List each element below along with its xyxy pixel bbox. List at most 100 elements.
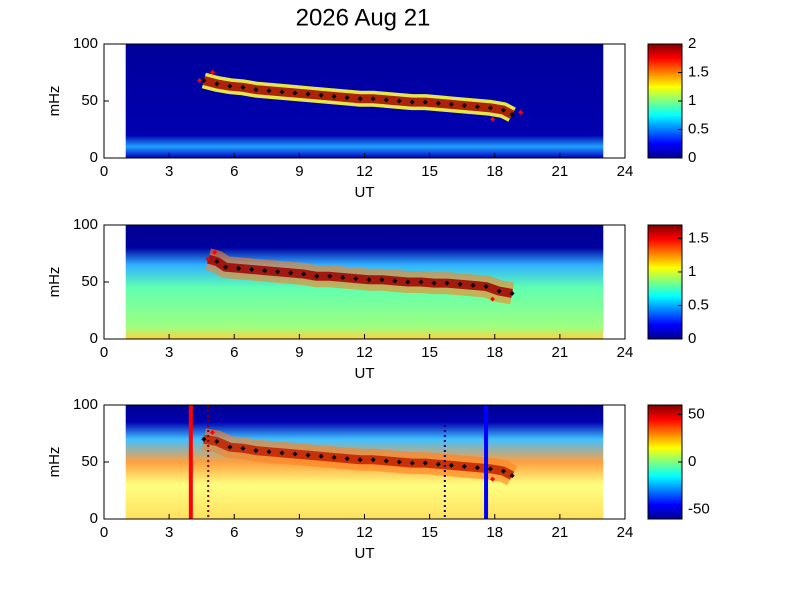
peak-point <box>331 93 337 99</box>
peak-point <box>210 429 216 435</box>
x-axis-label: UT <box>355 184 375 201</box>
x-tick-label: 6 <box>230 163 238 180</box>
peak-point <box>357 96 363 102</box>
peak-point <box>431 280 437 286</box>
peak-point <box>461 103 467 109</box>
colorbar <box>647 404 683 520</box>
peak-point <box>240 445 246 451</box>
x-axis-label: UT <box>355 365 375 382</box>
x-tick-label: 3 <box>165 163 173 180</box>
peak-point <box>236 265 242 271</box>
peak-point <box>370 457 376 463</box>
y-axis-label: mHz <box>46 447 63 478</box>
peak-point <box>444 280 450 286</box>
peak-point <box>331 454 337 460</box>
colorbar-tick-label: 1.5 <box>688 63 709 80</box>
colorbar-tick-label: 0 <box>688 149 696 166</box>
x-tick-label: 6 <box>230 524 238 541</box>
y-tick-label: 100 <box>73 35 98 52</box>
y-tick-label: 50 <box>81 273 98 290</box>
figure-title: 2026 Aug 21 <box>296 4 431 31</box>
x-tick-label: 12 <box>356 344 373 361</box>
colorbar-tick-label: -50 <box>688 500 710 517</box>
x-tick-label: 18 <box>486 344 503 361</box>
colorbar-tick-label: 1 <box>688 92 696 109</box>
x-tick-label: 18 <box>486 524 503 541</box>
x-tick-label: 15 <box>421 163 438 180</box>
y-tick-label: 0 <box>90 510 98 527</box>
peak-point <box>253 87 259 93</box>
peak-point <box>262 268 268 274</box>
x-tick-label: 21 <box>552 163 569 180</box>
x-tick-label: 3 <box>165 524 173 541</box>
peak-point <box>249 266 255 272</box>
peak-point <box>379 277 385 283</box>
peak-point <box>405 279 411 285</box>
x-tick-label: 21 <box>552 524 569 541</box>
peak-point <box>210 70 216 75</box>
peak-point <box>266 88 272 94</box>
peak-point <box>314 273 320 279</box>
peak-point <box>266 449 272 455</box>
peak-point <box>201 436 207 442</box>
x-tick-label: 21 <box>552 344 569 361</box>
peak-point <box>305 452 311 458</box>
peak-point <box>448 101 454 107</box>
x-tick-label: 6 <box>230 344 238 361</box>
colorbar-tick-label: 1 <box>688 263 696 280</box>
x-tick-label: 24 <box>617 163 634 180</box>
peak-point <box>409 99 415 105</box>
peak-point <box>292 90 298 96</box>
peak-point <box>214 438 220 444</box>
x-axis-label: UT <box>355 545 375 562</box>
peak-point <box>487 105 493 111</box>
peak-point <box>370 96 376 102</box>
peak-point <box>392 278 398 284</box>
y-tick-label: 0 <box>90 149 98 166</box>
peak-point <box>305 91 311 97</box>
colorbar <box>647 43 683 159</box>
colorbar-tick-label: 50 <box>688 405 705 422</box>
peak-point <box>318 92 324 98</box>
peak-point <box>418 279 424 285</box>
peak-point <box>409 460 415 466</box>
y-axis-label: mHz <box>46 267 63 298</box>
peak-point <box>490 476 496 482</box>
y-tick-label: 0 <box>90 330 98 347</box>
peak-point <box>509 290 515 296</box>
peak-point <box>435 100 441 106</box>
y-tick-label: 50 <box>81 92 98 109</box>
x-tick-label: 15 <box>421 524 438 541</box>
peak-point <box>483 284 489 290</box>
y-tick-label: 50 <box>81 453 98 470</box>
peak-point <box>396 459 402 465</box>
x-tick-label: 12 <box>356 163 373 180</box>
peak-point <box>344 456 350 462</box>
peak-point <box>301 271 307 277</box>
x-tick-label: 9 <box>295 163 303 180</box>
peak-point <box>212 249 218 255</box>
peak-point <box>279 89 285 95</box>
x-tick-label: 15 <box>421 344 438 361</box>
peak-point <box>223 264 229 270</box>
peak-point <box>422 99 428 105</box>
x-tick-label: 0 <box>100 344 108 361</box>
peak-point <box>461 464 467 470</box>
peak-point <box>509 112 515 118</box>
peak-point <box>396 98 402 104</box>
peak-point <box>500 468 506 474</box>
colorbar-tick-label: 1.5 <box>688 229 709 246</box>
peak-point <box>496 288 502 294</box>
peak-point <box>470 282 476 288</box>
peak-point <box>292 451 298 457</box>
peak-point <box>344 95 350 101</box>
x-tick-label: 24 <box>617 344 634 361</box>
peak-point <box>383 97 389 103</box>
peak-point <box>383 458 389 464</box>
colorbar-tick-label: 0 <box>688 330 696 347</box>
peak-point <box>214 81 220 87</box>
peak-point <box>422 460 428 466</box>
peak-point <box>340 274 346 280</box>
peak-point <box>205 256 211 262</box>
